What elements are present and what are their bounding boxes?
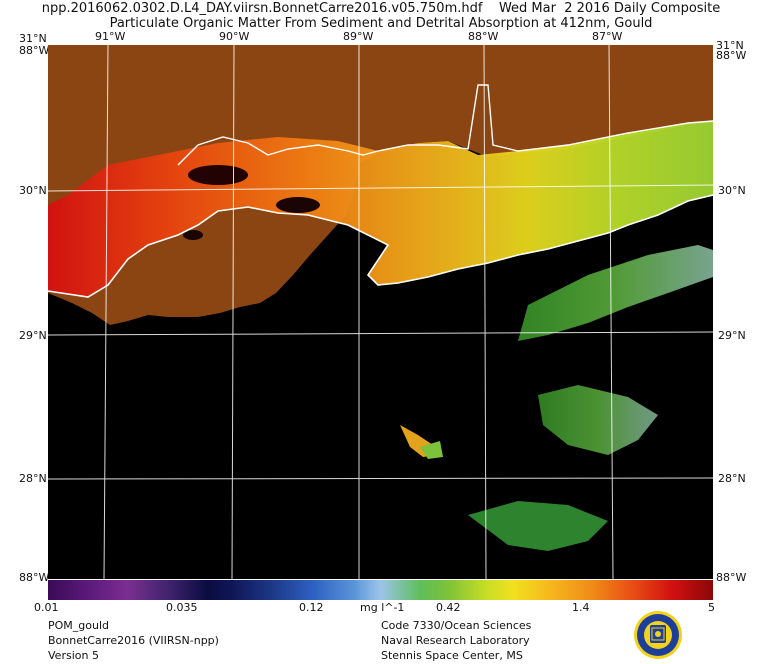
offshore-patch-south: [468, 501, 608, 551]
lat-label-28n-right: 28°N: [718, 472, 746, 485]
corner-bottom-left-label: 88°W: [19, 571, 50, 584]
lon-label-91w: 91°W: [95, 30, 126, 43]
offshore-patch-southeast: [538, 385, 658, 455]
colorbar: [48, 580, 713, 600]
corner-left-top-label: 88°W: [19, 44, 50, 57]
colorbar-tick-2: 0.035: [166, 601, 198, 614]
coastline-north: [177, 84, 713, 166]
corner-right-top-label: 88°W: [716, 49, 747, 62]
map-panel: [48, 45, 713, 579]
footer-code: Code 7330/Ocean Sciences: [381, 619, 532, 632]
colorbar-tick-5: 1.4: [572, 601, 590, 614]
colorbar-tick-6: 5: [708, 601, 715, 614]
lat-label-29n-left: 29°N: [19, 329, 47, 342]
lon-label-87w: 87°W: [592, 30, 623, 43]
footer-region: BonnetCarre2016 (VIIRSN-npp): [48, 634, 219, 647]
header-title: npp.2016062.0302.D.L4_DAY.viirsn.BonnetC…: [41, 1, 721, 16]
nrl-seal-icon: [634, 611, 682, 659]
map-image: [48, 45, 713, 579]
lat-label-29n-right: 29°N: [718, 329, 746, 342]
offshore-patch-east: [518, 245, 713, 341]
dark-patch-2: [183, 230, 203, 240]
colorbar-tick-1: 0.01: [34, 601, 59, 614]
graticule: [48, 45, 713, 579]
corner-top-right-label: 31°N: [716, 39, 744, 52]
footer-right: Code 7330/Ocean Sciences Naval Research …: [381, 618, 531, 663]
footer-product: POM_gould: [48, 619, 110, 632]
lon-label-88w: 88°W: [468, 30, 499, 43]
offshore-patch-small-green: [420, 441, 443, 459]
lat-label-30n-left: 30°N: [19, 184, 47, 197]
footer-left: POM_gould BonnetCarre2016 (VIIRSN-npp) V…: [48, 618, 219, 663]
corner-top-left-label: 31°N: [19, 32, 47, 45]
header-subtitle: Particulate Organic Matter From Sediment…: [109, 16, 653, 31]
corner-bottom-right-label: 88°W: [716, 571, 747, 584]
colorbar-tick-4: 0.42: [436, 601, 461, 614]
colorbar-tick-3: 0.12: [299, 601, 324, 614]
footer-location: Stennis Space Center, MS: [381, 649, 523, 662]
coastline: [48, 194, 713, 298]
lon-label-89w: 89°W: [343, 30, 374, 43]
footer-version: Version 5: [48, 649, 99, 662]
footer-lab: Naval Research Laboratory: [381, 634, 530, 647]
shelf-data-band: [48, 121, 713, 297]
lat-label-28n-left: 28°N: [19, 472, 47, 485]
lon-label-90w: 90°W: [219, 30, 250, 43]
land-area: [48, 45, 713, 325]
dark-patch-1: [276, 197, 320, 213]
lat-label-30n-right: 30°N: [718, 184, 746, 197]
colorbar-unit: mg l^-1: [360, 601, 405, 614]
lake-pontchartrain: [188, 165, 248, 185]
